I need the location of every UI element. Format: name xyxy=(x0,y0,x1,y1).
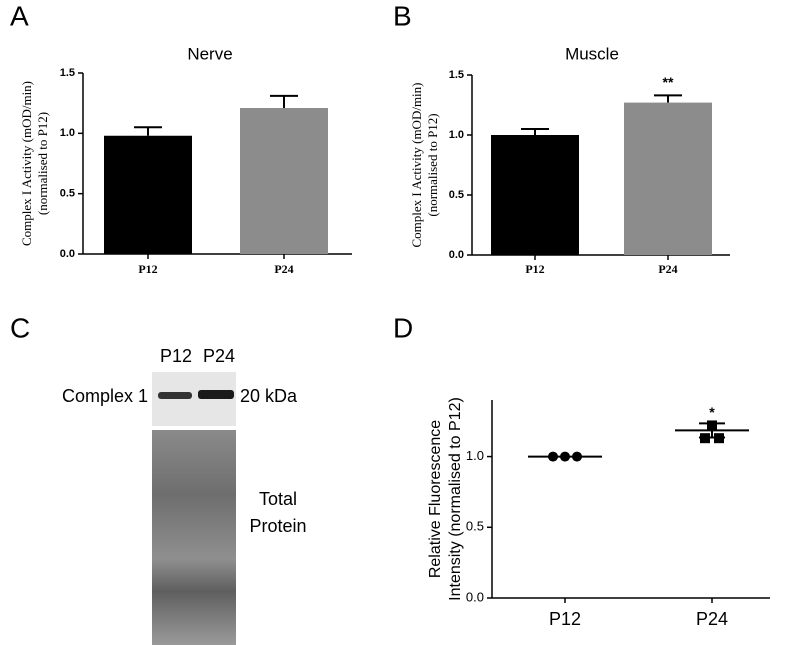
annotation: ** xyxy=(663,74,674,90)
size-label: 20 kDa xyxy=(240,386,298,406)
band-label: Complex 1 xyxy=(62,386,148,406)
y-tick-label: 1.0 xyxy=(466,448,484,463)
x-tick-label: P12 xyxy=(525,262,544,276)
stain-label: Total Protein xyxy=(249,489,307,536)
bar xyxy=(491,135,579,255)
y-tick-label: 1.0 xyxy=(449,129,464,141)
panel-label: C xyxy=(10,312,30,343)
panel-label: A xyxy=(10,0,29,31)
annotation: * xyxy=(709,404,715,420)
y-axis-label: (normalised to P12) xyxy=(35,112,50,215)
bar xyxy=(240,107,328,254)
chart-title: Muscle xyxy=(565,44,619,63)
band xyxy=(158,392,192,399)
bar xyxy=(624,102,712,255)
y-tick-label: 0.0 xyxy=(466,589,484,604)
y-tick-label: 1.5 xyxy=(449,69,464,81)
y-axis-label: Complex I Activity (mOD/min) xyxy=(19,81,34,246)
y-axis-label: Relative Fluorescence xyxy=(427,420,444,578)
band xyxy=(198,390,234,399)
total-protein-image xyxy=(152,430,236,645)
y-tick-label: 0.0 xyxy=(60,248,75,260)
y-tick-label: 1.5 xyxy=(60,67,75,79)
y-tick-label: 0.5 xyxy=(60,188,75,200)
y-tick-label: 0.0 xyxy=(449,249,464,261)
panel-label: B xyxy=(393,0,412,31)
lane-label: P24 xyxy=(203,346,235,366)
y-axis-label: (normalised to P12) xyxy=(425,113,440,216)
x-tick-label: P12 xyxy=(138,262,157,276)
bar xyxy=(104,135,192,254)
x-tick-label: P12 xyxy=(549,609,581,629)
y-tick-label: 0.5 xyxy=(449,189,464,201)
y-axis-label: Complex I Activity (mOD/min) xyxy=(409,82,424,247)
y-axis-label: Intensity (normalised to P12) xyxy=(447,397,464,601)
x-tick-label: P24 xyxy=(274,262,293,276)
x-tick-label: P24 xyxy=(658,262,677,276)
y-tick-label: 0.5 xyxy=(466,519,484,534)
panel-label: D xyxy=(393,312,413,343)
x-tick-label: P24 xyxy=(696,609,728,629)
chart-title: Nerve xyxy=(187,44,232,63)
y-tick-label: 1.0 xyxy=(60,127,75,139)
lane-label: P12 xyxy=(160,346,192,366)
